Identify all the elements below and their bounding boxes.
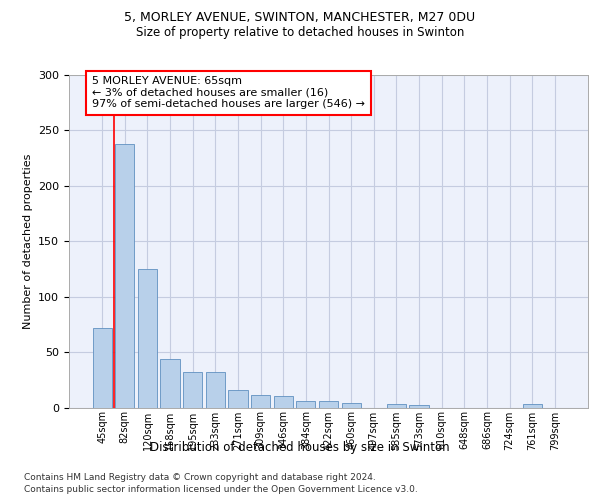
Text: Size of property relative to detached houses in Swinton: Size of property relative to detached ho…: [136, 26, 464, 39]
Text: Distribution of detached houses by size in Swinton: Distribution of detached houses by size …: [150, 441, 450, 454]
Bar: [115, 144, 134, 408]
Bar: [160, 358, 180, 408]
Bar: [387, 404, 406, 407]
Bar: [319, 401, 338, 407]
Bar: [523, 404, 542, 407]
Text: 5 MORLEY AVENUE: 65sqm
← 3% of detached houses are smaller (16)
97% of semi-deta: 5 MORLEY AVENUE: 65sqm ← 3% of detached …: [92, 76, 365, 110]
Bar: [92, 328, 112, 407]
Text: Contains HM Land Registry data © Crown copyright and database right 2024.: Contains HM Land Registry data © Crown c…: [24, 472, 376, 482]
Bar: [251, 396, 270, 407]
Text: 5, MORLEY AVENUE, SWINTON, MANCHESTER, M27 0DU: 5, MORLEY AVENUE, SWINTON, MANCHESTER, M…: [124, 11, 476, 24]
Text: Contains public sector information licensed under the Open Government Licence v3: Contains public sector information licen…: [24, 485, 418, 494]
Bar: [206, 372, 225, 408]
Bar: [183, 372, 202, 408]
Bar: [138, 269, 157, 407]
Bar: [341, 403, 361, 407]
Y-axis label: Number of detached properties: Number of detached properties: [23, 154, 32, 329]
Bar: [296, 401, 316, 407]
Bar: [229, 390, 248, 407]
Bar: [409, 406, 428, 407]
Bar: [274, 396, 293, 407]
